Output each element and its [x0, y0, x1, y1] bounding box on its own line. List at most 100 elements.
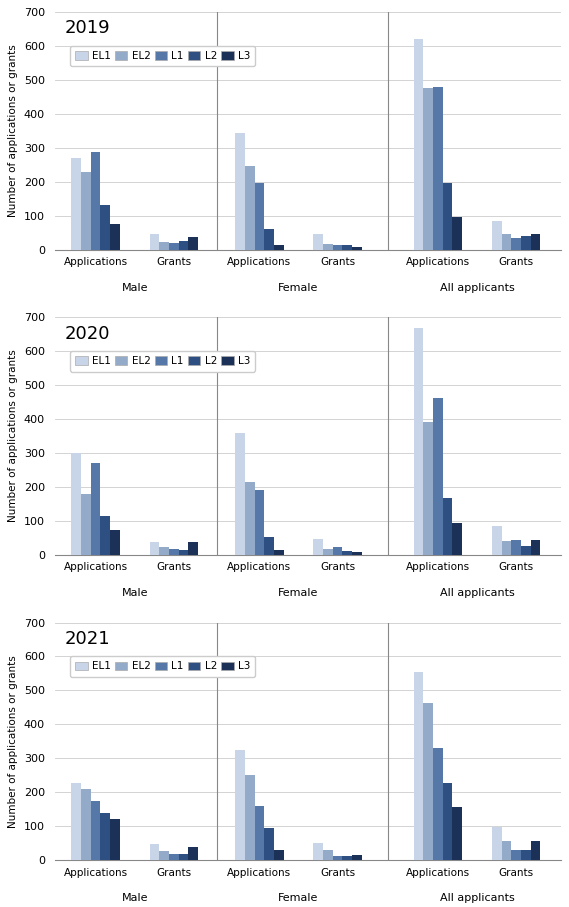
- Bar: [101, 516, 110, 555]
- Bar: [274, 550, 283, 555]
- Bar: [443, 183, 452, 249]
- Bar: [521, 850, 530, 860]
- Bar: [443, 498, 452, 555]
- Bar: [101, 205, 110, 249]
- Bar: [274, 850, 283, 860]
- Bar: [188, 541, 198, 555]
- Bar: [501, 541, 511, 555]
- Bar: [81, 494, 91, 555]
- Bar: [274, 245, 283, 249]
- Legend: EL1, EL2, L1, L2, L3: EL1, EL2, L1, L2, L3: [70, 657, 255, 677]
- Y-axis label: Number of applications or grants: Number of applications or grants: [9, 350, 18, 522]
- Legend: EL1, EL2, L1, L2, L3: EL1, EL2, L1, L2, L3: [70, 46, 255, 66]
- Bar: [150, 541, 159, 555]
- Bar: [235, 750, 245, 860]
- Bar: [314, 234, 323, 249]
- Bar: [110, 224, 120, 249]
- Text: Female: Female: [278, 283, 319, 293]
- Bar: [452, 523, 462, 555]
- Bar: [254, 806, 264, 860]
- Bar: [423, 703, 433, 860]
- Bar: [323, 851, 333, 860]
- Legend: EL1, EL2, L1, L2, L3: EL1, EL2, L1, L2, L3: [70, 351, 255, 372]
- Bar: [433, 87, 443, 249]
- Y-axis label: Number of applications or grants: Number of applications or grants: [9, 44, 18, 218]
- Bar: [530, 541, 540, 555]
- Bar: [264, 828, 274, 860]
- Text: All applicants: All applicants: [440, 283, 514, 293]
- Text: 2020: 2020: [65, 325, 110, 343]
- Bar: [352, 248, 362, 249]
- Bar: [530, 842, 540, 860]
- Bar: [91, 152, 101, 249]
- Bar: [492, 221, 501, 249]
- Bar: [159, 242, 169, 249]
- Text: Female: Female: [278, 893, 319, 903]
- Bar: [179, 854, 188, 860]
- Bar: [235, 132, 245, 249]
- Bar: [264, 537, 274, 555]
- Bar: [423, 88, 433, 249]
- Bar: [179, 240, 188, 249]
- Bar: [343, 245, 352, 249]
- Text: All applicants: All applicants: [440, 893, 514, 903]
- Bar: [169, 243, 179, 249]
- Bar: [323, 549, 333, 555]
- Bar: [343, 855, 352, 860]
- Text: 2021: 2021: [65, 629, 110, 648]
- Text: Male: Male: [121, 588, 148, 598]
- Bar: [72, 454, 81, 555]
- Bar: [188, 847, 198, 860]
- Bar: [530, 234, 540, 249]
- Bar: [81, 789, 91, 860]
- Bar: [323, 244, 333, 249]
- Bar: [492, 526, 501, 555]
- Bar: [443, 783, 452, 860]
- Bar: [333, 245, 343, 249]
- Y-axis label: Number of applications or grants: Number of applications or grants: [9, 655, 18, 827]
- Bar: [110, 819, 120, 860]
- Bar: [264, 229, 274, 249]
- Bar: [511, 238, 521, 249]
- Bar: [501, 842, 511, 860]
- Bar: [169, 549, 179, 555]
- Bar: [245, 166, 254, 249]
- Bar: [333, 856, 343, 860]
- Bar: [110, 530, 120, 555]
- Bar: [433, 748, 443, 860]
- Bar: [150, 844, 159, 860]
- Bar: [245, 482, 254, 555]
- Bar: [414, 40, 423, 249]
- Bar: [314, 843, 323, 860]
- Bar: [72, 783, 81, 860]
- Text: Male: Male: [121, 893, 148, 903]
- Bar: [159, 852, 169, 860]
- Bar: [452, 807, 462, 860]
- Text: Male: Male: [121, 283, 148, 293]
- Bar: [511, 850, 521, 860]
- Bar: [72, 158, 81, 249]
- Text: All applicants: All applicants: [440, 588, 514, 598]
- Bar: [245, 775, 254, 860]
- Bar: [352, 552, 362, 555]
- Bar: [254, 491, 264, 555]
- Text: Female: Female: [278, 588, 319, 598]
- Bar: [414, 672, 423, 860]
- Bar: [414, 327, 423, 555]
- Bar: [521, 236, 530, 249]
- Bar: [433, 398, 443, 555]
- Bar: [254, 183, 264, 249]
- Bar: [492, 827, 501, 860]
- Bar: [521, 546, 530, 555]
- Bar: [314, 539, 323, 555]
- Bar: [501, 234, 511, 249]
- Bar: [169, 853, 179, 860]
- Bar: [452, 218, 462, 249]
- Bar: [91, 463, 101, 555]
- Bar: [159, 547, 169, 555]
- Bar: [150, 234, 159, 249]
- Bar: [179, 550, 188, 555]
- Bar: [333, 547, 343, 555]
- Bar: [81, 172, 91, 249]
- Bar: [235, 433, 245, 555]
